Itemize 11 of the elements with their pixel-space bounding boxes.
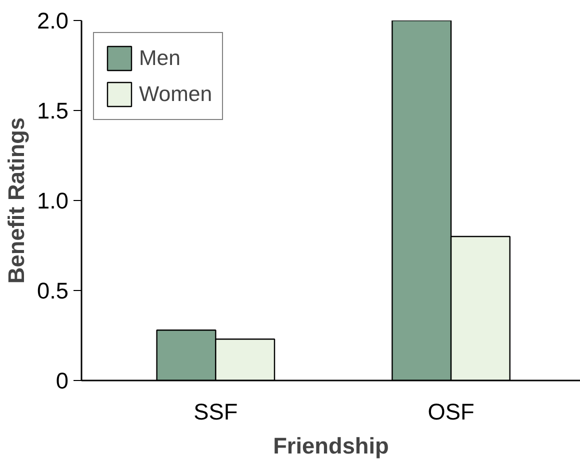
y-tick-label: 0 <box>56 368 69 394</box>
y-tick-label: 1.0 <box>37 188 69 214</box>
y-tick-label: 2.0 <box>37 8 69 34</box>
y-axis-title: Benefit Ratings <box>3 117 30 284</box>
legend-label: Women <box>139 82 212 106</box>
x-axis-title: Friendship <box>273 432 389 458</box>
y-tick-label: 0.5 <box>37 278 69 304</box>
x-tick-label: OSF <box>428 398 474 424</box>
x-tick-label: SSF <box>194 398 238 424</box>
y-tick-label: 1.5 <box>37 98 69 124</box>
legend-label: Men <box>139 46 180 70</box>
